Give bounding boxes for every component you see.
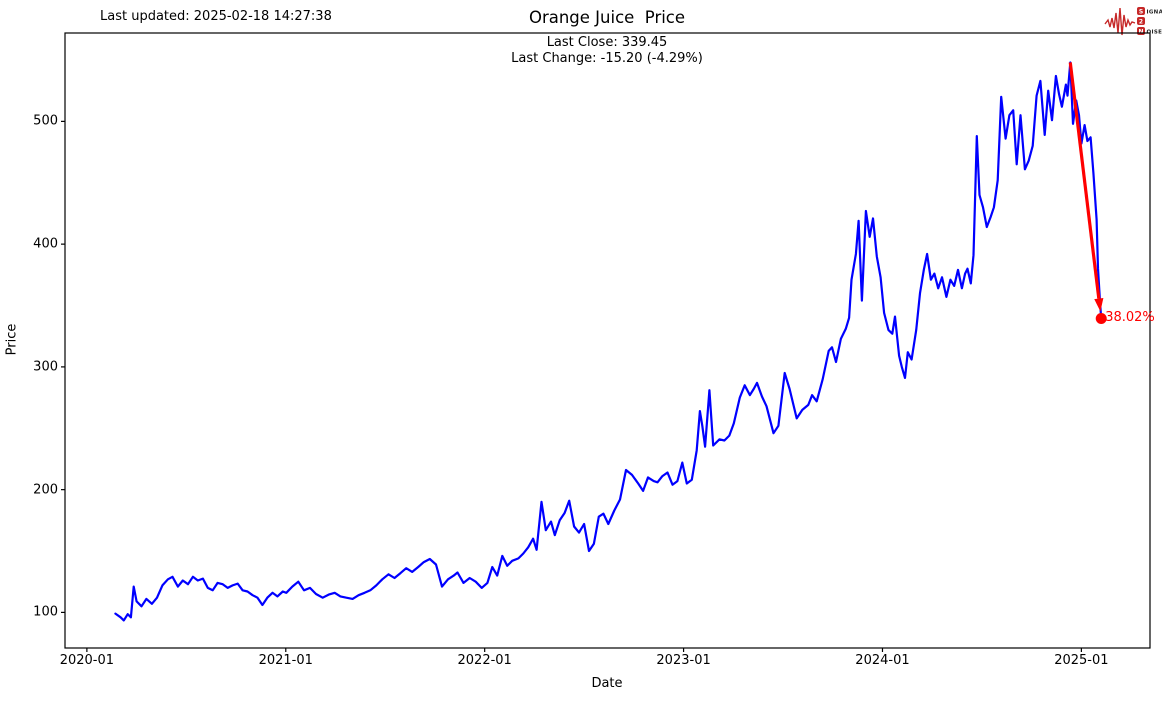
last-updated-text: Last updated: 2025-02-18 14:27:38 bbox=[100, 9, 332, 24]
price-line-series bbox=[114, 61, 1103, 622]
y-tick-label: 500 bbox=[33, 113, 58, 129]
x-tick-label: 2021-01 bbox=[258, 653, 313, 668]
logo-letter-n: N bbox=[1138, 29, 1143, 36]
logo-text-ignal: IGNAL bbox=[1147, 10, 1163, 16]
x-tick-label: 2025-01 bbox=[1054, 653, 1109, 668]
logo-letter-s: S bbox=[1139, 9, 1143, 16]
logo-word-signal: S IGNAL bbox=[1137, 7, 1162, 16]
logo-word-2: 2 bbox=[1137, 17, 1145, 26]
last-change-text: Last Change: -15.20 (-4.29%) bbox=[511, 51, 703, 66]
x-axis-label: Date bbox=[591, 676, 623, 691]
price-line bbox=[114, 61, 1103, 622]
plot-border bbox=[64, 32, 1151, 649]
logo-text-oise: OISE bbox=[1147, 30, 1163, 36]
x-tick-label: 2024-01 bbox=[855, 653, 910, 668]
y-tick-label: 100 bbox=[33, 604, 58, 620]
y-tick-label: 200 bbox=[33, 482, 58, 498]
x-tick-label: 2020-01 bbox=[59, 653, 115, 668]
x-tick-label: 2022-01 bbox=[457, 653, 512, 668]
axis-tick-marks bbox=[61, 120, 1082, 652]
logo-letter-2: 2 bbox=[1139, 19, 1143, 26]
logo-waveform-icon bbox=[1104, 7, 1136, 36]
last-close-text: Last Close: 339.45 bbox=[546, 35, 668, 50]
x-tick-label: 2023-01 bbox=[656, 653, 711, 668]
y-tick-label: 300 bbox=[33, 359, 58, 375]
drawdown-percent-label: 38.02% bbox=[1105, 310, 1155, 326]
y-tick-label: 400 bbox=[33, 236, 58, 252]
last-close-dot bbox=[1095, 312, 1107, 324]
drawdown-annotation bbox=[1068, 62, 1107, 324]
chart-title: Orange Juice Price bbox=[528, 8, 686, 27]
